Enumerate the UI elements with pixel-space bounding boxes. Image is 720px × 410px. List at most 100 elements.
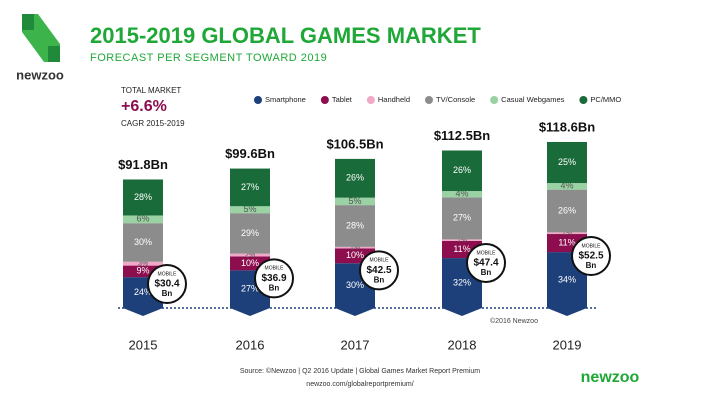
segment-label: 26%: [558, 205, 576, 215]
bar-tip: [442, 308, 482, 316]
annotation-heading: TOTAL MARKET: [121, 86, 181, 95]
legend-swatch: [366, 96, 375, 104]
bar-segment: [547, 183, 587, 190]
mobile-label: MOBILE: [158, 271, 178, 277]
segment-label: 34%: [558, 274, 576, 284]
bar-segment: [123, 223, 163, 262]
bar-segment: [335, 246, 375, 249]
copyright: ©2016 Newzoo: [490, 317, 538, 325]
segment-label: 1%: [350, 244, 360, 251]
bar-segment: [123, 179, 163, 216]
x-tick-label: 2015: [129, 337, 158, 352]
bar-segment: [335, 197, 375, 206]
bar-segment: [442, 239, 482, 241]
bar-segment: [442, 191, 482, 198]
total-label: $118.6Bn: [539, 119, 595, 134]
legend-swatch: [254, 96, 262, 104]
legend-label: Smartphone: [265, 95, 306, 104]
mobile-bubble: [147, 264, 187, 304]
legend-label: Handheld: [378, 95, 410, 104]
total-label: $99.6Bn: [225, 146, 275, 161]
segment-label: 28%: [134, 192, 152, 202]
mobile-label: MOBILE: [582, 243, 602, 249]
total-label: $91.8Bn: [118, 157, 168, 172]
segment-label: 30%: [346, 280, 364, 290]
segment-label: 4%: [560, 181, 573, 191]
bar-tip: [335, 308, 375, 316]
legend-swatch: [320, 96, 329, 104]
segment-label: 1%: [562, 230, 572, 237]
mobile-unit: Bn: [586, 261, 597, 270]
segment-label: 1%: [457, 237, 467, 244]
bar-segment: [123, 265, 163, 278]
segment-label: 29%: [241, 228, 259, 238]
bar-tip: [230, 308, 270, 316]
segment-label: 32%: [453, 277, 471, 287]
legend-swatch: [424, 96, 433, 104]
mobile-unit: Bn: [374, 275, 385, 284]
mobile-unit: Bn: [269, 284, 280, 293]
x-tick-label: 2016: [236, 337, 265, 352]
segment-label: 25%: [558, 157, 576, 167]
segment-label: 6%: [136, 214, 149, 224]
bar-segment: [230, 168, 270, 207]
logo-text: newzoo: [16, 67, 64, 82]
mobile-label: MOBILE: [477, 250, 497, 256]
segment-label: 5%: [243, 204, 256, 214]
segment-label: 30%: [134, 237, 152, 247]
mobile-unit: Bn: [481, 268, 492, 277]
segment-label: 11%: [453, 244, 470, 254]
mobile-label: MOBILE: [370, 258, 390, 264]
mobile-value: $52.5: [578, 251, 603, 262]
total-label: $112.5Bn: [434, 128, 490, 143]
mobile-label: MOBILE: [265, 266, 285, 272]
bar-segment: [547, 232, 587, 235]
segment-label: 2%: [245, 252, 255, 259]
legend-label: Tablet: [332, 95, 353, 104]
mobile-bubble: [571, 236, 611, 277]
legend-label: Casual Webgames: [501, 95, 564, 104]
segment-label: 5%: [348, 196, 361, 206]
segment-label: 4%: [455, 189, 468, 199]
segment-label: 27%: [241, 182, 259, 192]
segment-label: 11%: [558, 237, 575, 247]
bar-tip: [547, 308, 587, 316]
bar-segment: [335, 205, 375, 247]
bar-segment: [442, 150, 482, 192]
bar-tip: [123, 308, 163, 316]
legend-label: PC/MMO: [590, 95, 621, 104]
mobile-bubble: [359, 250, 399, 291]
x-tick-label: 2019: [553, 337, 582, 352]
mobile-value: $30.4: [154, 279, 179, 290]
logo-mark: [22, 14, 34, 30]
bar-segment: [123, 261, 163, 266]
legend-label: TV/Console: [436, 95, 475, 104]
segment-label: 26%: [453, 165, 471, 175]
source: Source: ©Newzoo | Q2 2016 Update | Globa…: [240, 367, 480, 375]
title: 2015-2019 GLOBAL GAMES MARKET: [90, 23, 481, 48]
logo: newzoo: [16, 14, 64, 82]
subtitle: FORECAST PER SEGMENT TOWARD 2019: [90, 52, 327, 64]
segment-label: 26%: [346, 173, 364, 183]
legend-swatch: [579, 96, 588, 104]
segment-label: 9%: [136, 266, 149, 276]
mobile-value: $36.9: [261, 273, 286, 284]
x-tick-label: 2018: [448, 337, 477, 352]
cagr-value: +6.6%: [121, 98, 167, 115]
segment-label: 27%: [241, 284, 259, 294]
segment-label: 10%: [346, 250, 364, 260]
logo-mark: [48, 46, 60, 62]
mobile-unit: Bn: [162, 289, 173, 298]
segment-label: 24%: [134, 287, 152, 297]
bar-segment: [230, 206, 270, 214]
bar-segment: [230, 213, 270, 254]
segment-label: 27%: [453, 213, 471, 223]
mobile-value: $42.5: [366, 265, 391, 276]
mobile-bubble: [254, 258, 294, 299]
source-url: newzoo.com/globalreportpremium/: [306, 381, 413, 388]
segment-label: 3%: [138, 261, 148, 268]
legend-swatch: [490, 96, 499, 104]
bar-segment: [547, 189, 587, 233]
mobile-bubble: [466, 242, 506, 283]
